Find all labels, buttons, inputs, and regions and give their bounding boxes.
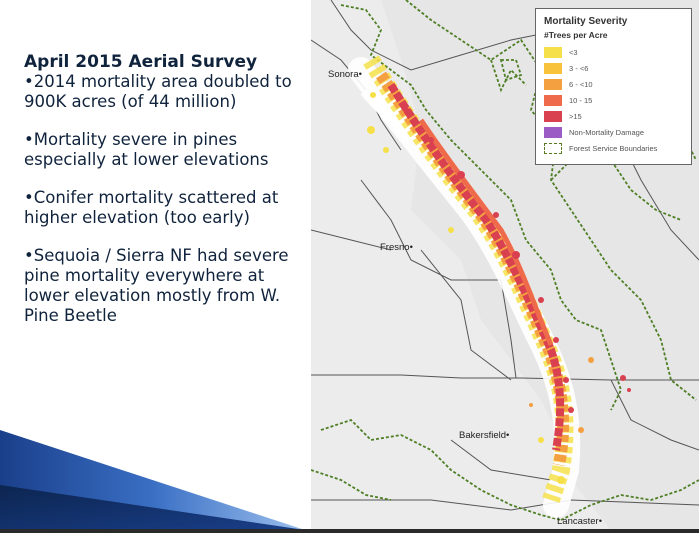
mortality-map <box>310 0 699 530</box>
city-label-sonora: Sonora• <box>328 69 362 80</box>
city-label-fresno: Fresno• <box>380 242 413 253</box>
bullet-3: •Conifer mortality scattered at higher e… <box>24 188 279 227</box>
mortality-patches <box>403 107 631 413</box>
legend-label: >15 <box>569 112 582 121</box>
legend-label: Non-Mortality Damage <box>569 128 645 137</box>
mid-mortality-patches <box>529 357 594 433</box>
legend-item-forest-boundaries: Forest Service Boundaries <box>544 143 689 156</box>
legend-swatch <box>544 79 562 90</box>
legend-swatch <box>544 63 562 74</box>
text-panel: April 2015 Aerial Survey •2014 mortality… <box>24 52 314 344</box>
legend-title: Mortality Severity <box>544 16 628 27</box>
decorative-swoosh <box>0 430 305 530</box>
legend-swatch <box>544 111 562 122</box>
legend-item-lt3: <3 <box>544 47 689 60</box>
bullet-2: •Mortality severe in pines especially at… <box>24 130 269 169</box>
legend-item-6-10: 6 - <10 <box>544 79 689 92</box>
city-label-bakersfield: Bakersfield• <box>459 430 510 441</box>
legend-label: 6 - <10 <box>569 80 593 89</box>
legend-item-10-15: 10 - 15 <box>544 95 689 108</box>
legend-label: 10 - 15 <box>569 96 593 105</box>
slide-title: April 2015 Aerial Survey <box>24 52 258 72</box>
map-panel: Sonora• Fresno• Bakersfield• Lancaster• <box>310 0 699 530</box>
legend-label: 3 - <6 <box>569 64 589 73</box>
low-mortality-patches <box>367 92 565 484</box>
legend-swatch <box>544 143 562 154</box>
legend-swatch <box>544 47 562 58</box>
city-label-lancaster: Lancaster• <box>557 516 603 527</box>
county-lines <box>310 0 699 511</box>
legend-label: <3 <box>569 48 578 57</box>
legend-item-non-mortality: Non-Mortality Damage <box>544 127 689 140</box>
legend-swatch <box>544 95 562 106</box>
legend-item-3-6: 3 - <6 <box>544 63 689 76</box>
legend-item-gt15: >15 <box>544 111 689 124</box>
legend-subtitle: #Trees per Acre <box>544 30 608 40</box>
bullet-1: •2014 mortality area doubled to 900K acr… <box>24 72 292 111</box>
map-legend: Mortality Severity #Trees per Acre <3 3 … <box>535 8 692 165</box>
bottom-rule <box>0 529 699 533</box>
legend-swatch <box>544 127 562 138</box>
bullet-4: •Sequoia / Sierra NF had severe pine mor… <box>24 246 289 325</box>
legend-label: Forest Service Boundaries <box>569 144 658 153</box>
